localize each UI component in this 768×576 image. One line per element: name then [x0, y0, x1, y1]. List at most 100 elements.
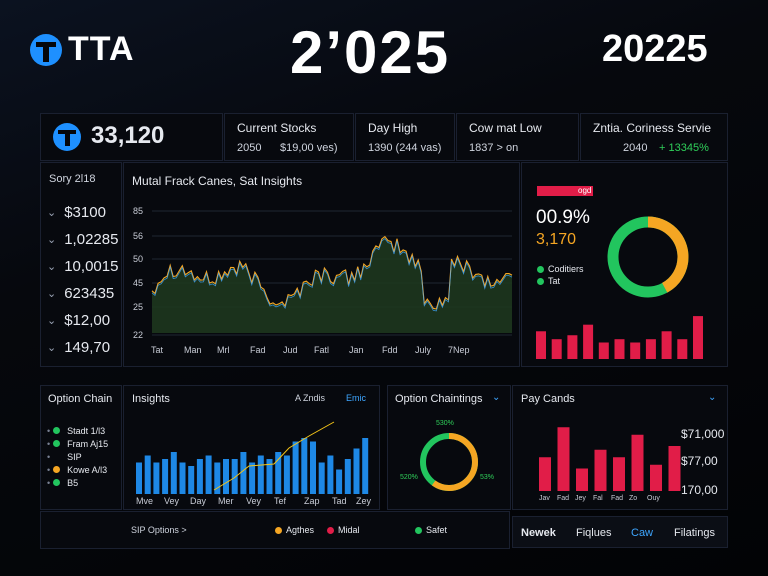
insights-bar [170, 452, 177, 494]
insights-bar [310, 441, 316, 494]
red-bar-chart[interactable] [536, 293, 716, 363]
donut-right-label: 53% [480, 474, 495, 481]
red-bar [693, 316, 703, 359]
main-area-chart[interactable]: 85 56 50 45 25 22 Tat Man Mrl Fad Jud Fatl Jan Fdd Jul… [124, 163, 521, 368]
insights-bar [362, 438, 369, 494]
x-tick-label: Tad [332, 496, 347, 506]
insights-bar-chart[interactable]: Mve Vey Day Mer Vey Tef Zap Tad Zey [124, 386, 381, 511]
status-dot-icon [53, 479, 61, 486]
option-chain-panel: Option Chain • Stadt 1/l3 • Fram Aj15 • SIP • K… [40, 385, 122, 510]
kpi-main[interactable]: 33,120 [40, 113, 223, 161]
x-tick-label: Mer [218, 496, 234, 506]
tta-logo-icon [30, 33, 62, 66]
donut-chart[interactable] [598, 207, 698, 307]
insights-link[interactable]: Emic [346, 393, 366, 403]
y-tick-label: $71,000 [681, 427, 725, 441]
red-bar [677, 339, 688, 359]
option-donut-chart[interactable] [417, 430, 481, 494]
logo-text: TTA [68, 30, 135, 68]
kpi-services[interactable]: Zntia. Coriness Servie 2040 + 13345% [580, 113, 728, 161]
y-tick-label: 85 [133, 206, 143, 216]
insights-bar [231, 459, 238, 494]
y-tick-label: 170,00 [681, 483, 718, 497]
tab-filatings[interactable]: Filatings [674, 527, 715, 539]
y-tick-label: 25 [133, 302, 143, 312]
x-tick-label: Jey [575, 495, 586, 502]
tab-newek[interactable]: Newek [521, 527, 556, 539]
option-chain-item[interactable]: • Fram Aj15 [47, 438, 109, 449]
insights-bar [266, 459, 273, 494]
sidebar-item[interactable]: ⌄ 623435 [47, 280, 121, 307]
chevron-down-icon[interactable]: ⌄ [492, 392, 501, 403]
insights-bar [336, 469, 343, 494]
sidebar-item[interactable]: ⌄ $12,00 [47, 307, 121, 334]
legend-label: Safet [426, 525, 448, 535]
sidebar: Sory 2l18 ⌄ $3100 ⌄ 1,02285 ⌄ 10,0015 ⌄ 623435 ⌄… [40, 162, 122, 367]
sidebar-item[interactable]: ⌄ 149,70 [47, 334, 121, 361]
year-title: 2’025 [290, 19, 451, 86]
sip-options-link[interactable]: SIP Options > [131, 525, 187, 535]
x-tick-label: Zap [304, 496, 320, 506]
chevron-down-icon: ⌄ [47, 342, 57, 354]
sidebar-item[interactable]: ⌄ 1,02285 [47, 226, 121, 253]
x-tick-label: Zey [356, 496, 372, 506]
chevron-down-icon[interactable]: ⌄ [708, 392, 717, 403]
main-chart-panel: Mutal Frack Canes, Sat Insights 85 56 50 45… [123, 162, 520, 367]
pay-bar [539, 457, 551, 491]
kpi-change: + 13345% [659, 142, 709, 154]
option-chaintings-panel: Option Chaintings ⌄ 530% 520% 53% [387, 385, 511, 510]
insights-bar [318, 462, 325, 494]
tab-caw[interactable]: Caw [631, 527, 654, 539]
legend-label: Midal [338, 525, 360, 535]
insights-bar [257, 455, 264, 494]
insights-bar [249, 462, 256, 494]
kpi-label: Cow mat Low [469, 121, 542, 135]
status-dot-icon [53, 453, 60, 460]
sidebar-item[interactable]: ⌄ $3100 [47, 199, 121, 226]
kpi-cow-low[interactable]: Cow mat Low 1837 > on [456, 113, 579, 161]
donut-slice [607, 216, 689, 298]
chevron-down-icon: ⌄ [47, 315, 57, 327]
option-chaintings-title[interactable]: Option Chaintings [395, 393, 483, 405]
app-logo[interactable]: TTA [30, 30, 135, 69]
kpi-value: 2040 [623, 142, 648, 154]
kpi-day-high[interactable]: Day High 1390 (244 vas) [355, 113, 455, 161]
x-tick-label: Fad [557, 495, 569, 502]
tab-fiqlues[interactable]: Fiqlues [576, 527, 612, 539]
kpi-main-value: 33,120 [91, 122, 165, 149]
x-tick-label: Tef [274, 496, 287, 506]
main-chart-title: Mutal Frack Canes, Sat Insights [132, 174, 303, 188]
pay-bar [594, 449, 607, 491]
pay-bar-chart[interactable]: $71,000 $77,00 170,00 Jav Fad Jey Fal Fad Zo Ouy [513, 386, 729, 511]
option-chain-title: Option Chain [48, 393, 113, 405]
insights-bar [144, 455, 151, 494]
option-chain-item[interactable]: • Stadt 1/l3 [47, 425, 106, 436]
x-tick-label: Fatl [314, 345, 329, 355]
pay-bar [668, 446, 681, 491]
red-bar [536, 331, 546, 359]
donut-legend-1: Coditiers [537, 264, 584, 274]
insights-badge[interactable]: A Zndis [295, 393, 326, 403]
pay-bar [631, 434, 644, 491]
kpi-value-secondary: $19,00 ves) [280, 142, 338, 154]
insights-bar [188, 466, 195, 494]
option-chain-item[interactable]: • SIP [47, 451, 82, 462]
y-tick-label: 56 [133, 231, 143, 241]
kpi-label: Zntia. Coriness Servie [593, 121, 712, 135]
option-chain-item[interactable]: • B5 [47, 477, 79, 488]
x-tick-label: Vey [164, 496, 180, 506]
insights-bar [292, 441, 299, 494]
kpi-value: 1390 (244 vas) [368, 142, 442, 154]
red-bar [645, 339, 656, 359]
sidebar-item-value: 10,0015 [64, 258, 119, 275]
insights-bar [179, 462, 186, 494]
kpi-current-stocks[interactable]: Current Stocks 2050 $19,00 ves) [224, 113, 354, 161]
option-chain-item[interactable]: • Kowe A/l3 [47, 464, 108, 475]
insights-bar [283, 455, 290, 494]
sidebar-item-value: 149,70 [64, 339, 111, 356]
red-progress-bar[interactable] [537, 186, 593, 196]
pay-bar [576, 468, 588, 491]
x-tick-label: Jud [283, 345, 298, 355]
sidebar-item[interactable]: ⌄ 10,0015 [47, 253, 121, 280]
red-bar [551, 339, 562, 359]
